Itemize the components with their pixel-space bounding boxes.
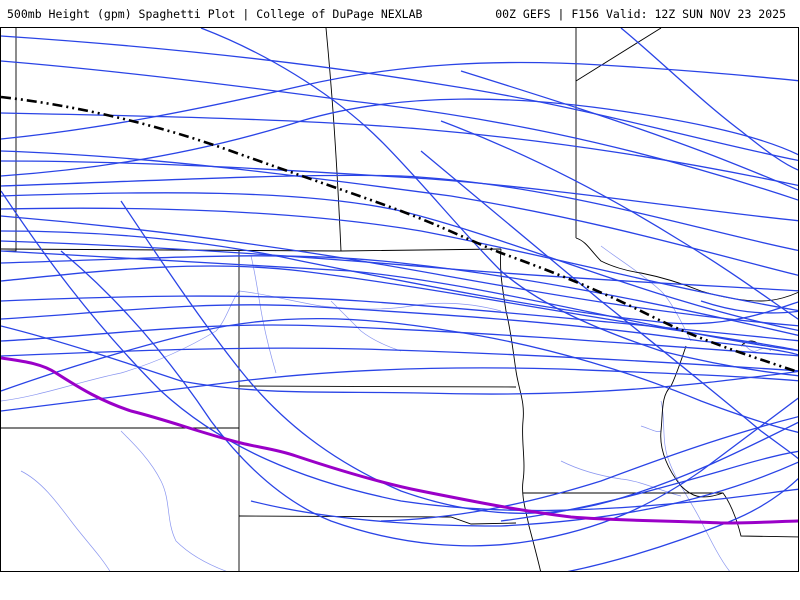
ensemble-member-line [620,28,798,171]
river [640,425,662,432]
ensemble-member-line [1,174,798,252]
ensemble-member-line [1,35,798,162]
ensemble-member-line [250,461,798,527]
ensemble-member-layer [1,28,798,571]
valid-time-label: 00Z GEFS | F156 Valid: 12Z SUN NOV 23 20… [495,7,786,21]
ensemble-member-line [1,160,798,222]
ensemble-member-line [380,416,798,522]
ensemble-member-line [1,304,798,356]
map-panel [0,27,799,572]
state-border [238,385,517,388]
river-layer [1,245,772,571]
river [20,470,111,571]
ensemble-member-line [700,300,798,314]
ensemble-member-line [1,240,798,292]
state-border [523,492,798,538]
river [1,290,240,402]
state-border [325,28,342,252]
reference-height-contour [1,356,798,525]
ensemble-member-line [1,112,798,187]
state-border [575,237,798,302]
ensemble-member-line [1,325,798,395]
ensemble-member-line [1,347,798,372]
ensemble-member-line [1,265,798,351]
plot-header: 500mb Height (gpm) Spaghetti Plot | Coll… [0,0,800,27]
river [330,300,402,352]
river [560,460,682,497]
ensemble-member-line [60,250,798,547]
river [120,430,227,571]
ensemble-member-line [1,367,798,412]
state-border [660,345,724,498]
ensemble-member-line [1,230,798,325]
ensemble-member-line [1,190,798,512]
plot-title: 500mb Height (gpm) Spaghetti Plot | Coll… [7,7,423,21]
river [600,245,692,342]
ensemble-member-line [1,61,798,140]
ensemble-member-line [200,28,798,377]
ensemble-member-line [1,207,798,312]
ensemble-member-line [1,60,798,201]
state-border [1,248,502,252]
spaghetti-map [1,28,798,571]
state-border [575,28,662,82]
ensemble-member-line [440,120,798,320]
ensemble-member-line [1,250,798,352]
ensemble-member-line [1,150,798,276]
ensemble-member-line [1,295,798,342]
river [250,255,277,374]
ensemble-member-line [1,317,798,433]
ensemble-member-line [500,450,798,522]
state-border-layer [1,28,798,571]
ensemble-member-line [567,477,798,571]
river [660,400,730,571]
ensemble-member-line [460,70,798,191]
plot-footer [0,573,800,600]
ensemble-member-line [120,200,798,514]
ensemble-member-line [1,255,798,336]
ensemble-mean-line [1,95,798,374]
ensemble-member-line [420,150,798,460]
state-border [500,248,541,571]
state-border [238,515,517,525]
